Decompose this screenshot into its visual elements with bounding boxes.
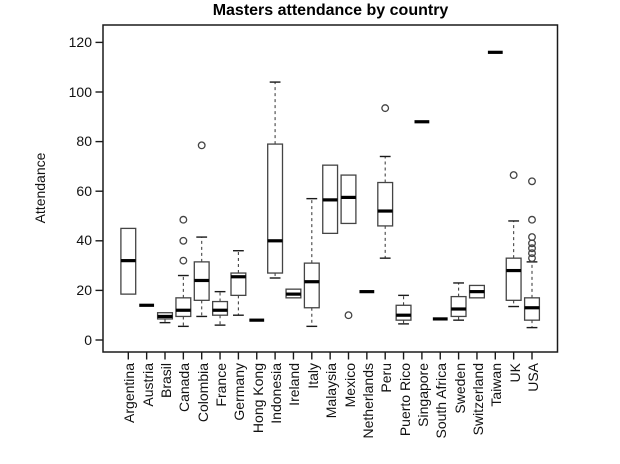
x-tick-label-indonesia: Indonesia	[268, 363, 285, 424]
boxplot-ireland	[285, 288, 302, 299]
iqr-box	[175, 297, 192, 318]
x-tick-label-colombia: Colombia	[194, 363, 211, 423]
x-tick-label-peru: Peru	[378, 363, 395, 393]
x-tick-label-puerto-rico: Puerto Rico	[396, 363, 413, 437]
outlier-point	[197, 141, 206, 150]
outlier-point	[528, 249, 536, 258]
boxplot-colombia	[193, 141, 210, 318]
iqr-box	[395, 304, 412, 321]
x-tick-label-taiwan: Taiwan	[488, 363, 505, 407]
boxplot-argentina	[120, 227, 137, 295]
boxplot-peru	[377, 104, 394, 259]
x-tick-label-malaysia: Malaysia	[323, 363, 340, 419]
x-tick-label-italy: Italy	[304, 363, 321, 389]
outlier-point	[179, 256, 188, 265]
boxplot-puerto-rico	[395, 294, 412, 325]
x-tick-label-brasil: Brasil	[158, 363, 174, 399]
x-tick-label-singapore: Singapore	[414, 363, 431, 427]
x-tick-label-uk: UK	[506, 363, 523, 383]
boxplot-germany	[230, 250, 247, 316]
outlier-point	[528, 215, 536, 224]
outlier-point	[528, 177, 536, 186]
boxplot-france	[211, 290, 229, 326]
x-tick-label-mexico: Mexico	[341, 363, 358, 408]
iqr-box	[267, 143, 284, 274]
y-tick-label-20: 20	[76, 281, 92, 298]
iqr-box	[377, 181, 394, 227]
boxplot-italy	[303, 197, 320, 328]
boxplot-sweden	[450, 282, 467, 321]
x-tick-label-hong-kong: Hong Kong	[249, 363, 266, 434]
iqr-box	[340, 174, 357, 225]
x-tick-label-south-africa: South Africa	[433, 363, 450, 439]
boxplot-uk	[505, 171, 522, 308]
outlier-point	[179, 236, 188, 245]
x-tick-label-germany: Germany	[231, 363, 248, 421]
outlier-point	[344, 311, 353, 320]
outlier-point	[528, 254, 536, 263]
x-tick-label-argentina: Argentina	[121, 363, 138, 423]
x-tick-label-austria: Austria	[139, 363, 156, 407]
iqr-box	[303, 262, 320, 309]
y-tick-label-80: 80	[76, 133, 92, 150]
x-tick-label-france: France	[213, 363, 230, 407]
outlier-point	[179, 215, 188, 224]
y-tick-label-120: 120	[68, 33, 92, 50]
x-tick-label-switzerland: Switzerland	[469, 363, 486, 436]
outlier-point	[528, 244, 536, 253]
x-tick-label-ireland: Ireland	[286, 363, 303, 406]
boxplot-mexico	[340, 174, 357, 320]
outlier-point	[381, 104, 390, 113]
y-tick-label-0: 0	[84, 331, 92, 348]
y-tick-label-60: 60	[76, 182, 92, 199]
iqr-box	[211, 300, 229, 316]
x-tick-label-sweden: Sweden	[451, 363, 468, 414]
boxplot-indonesia	[267, 81, 284, 279]
boxplot-malaysia	[322, 164, 339, 235]
boxplot-canada	[175, 215, 192, 328]
iqr-box	[505, 257, 522, 301]
y-tick-label-100: 100	[68, 83, 92, 100]
iqr-box	[450, 295, 467, 318]
chart-title: Masters attendance by country	[212, 2, 449, 19]
boxplot-brasil	[156, 312, 174, 324]
boxplot-switzerland	[468, 284, 485, 299]
x-tick-label-usa: USA	[525, 363, 541, 392]
x-tick-label-netherlands: Netherlands	[359, 363, 376, 439]
outlier-point	[509, 171, 518, 180]
outlier-point	[528, 233, 536, 242]
boxplot-usa	[523, 177, 541, 329]
x-tick-label-canada: Canada	[176, 363, 193, 413]
iqr-box	[230, 272, 247, 297]
y-tick-label-40: 40	[76, 232, 92, 249]
